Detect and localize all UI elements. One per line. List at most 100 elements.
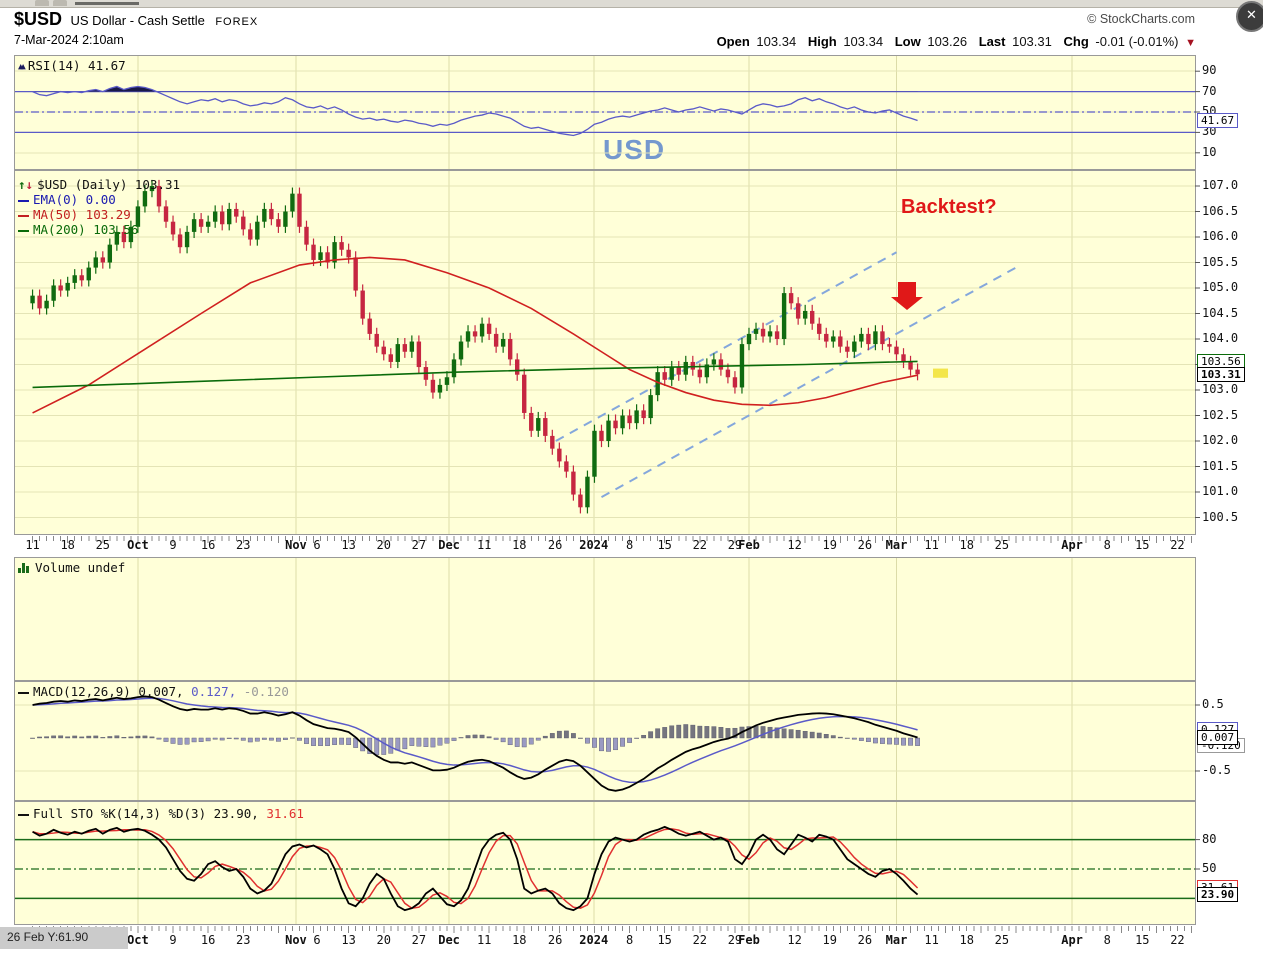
x-axis-label: 11	[924, 538, 939, 552]
macd-panel	[14, 681, 1196, 801]
price-panel	[14, 170, 1196, 535]
x-axis-label: 29	[727, 933, 743, 947]
sto-axis-label: 50	[1202, 861, 1217, 875]
x-axis-label: 26	[547, 933, 563, 947]
x-axis-label: 25	[95, 538, 111, 552]
x-axis-label: 26	[857, 933, 873, 947]
sto-axis-label: 80	[1202, 831, 1217, 846]
price-axis-label: 105.0	[1202, 280, 1239, 294]
x-axis-label: 19	[822, 933, 837, 947]
ma50-legend: MA(50) 103.29	[33, 207, 131, 222]
x-axis-label: 12	[787, 538, 802, 552]
value-callout: 23.90	[1197, 887, 1239, 903]
rsi-legend: ▲▲ RSI(14) 41.67	[18, 58, 126, 73]
open-label: Open	[716, 34, 750, 49]
x-axis-label: 26	[547, 538, 563, 552]
price-axis-label: 106.5	[1202, 203, 1239, 218]
symbol: $USD	[14, 9, 63, 29]
x-axis-label: 19	[822, 538, 837, 552]
chart-title: $USD US Dollar - Cash Settle FOREX	[14, 9, 258, 30]
x-axis-label: 9	[169, 538, 177, 552]
volume-panel	[14, 557, 1196, 681]
x-axis-label: 6	[313, 538, 321, 552]
macd-signal-value: 0.127,	[191, 684, 237, 699]
chg-label: Chg	[1063, 34, 1089, 49]
price-axis-label: 102.5	[1202, 407, 1239, 422]
price-axis-label: 103.0	[1202, 382, 1239, 396]
area-chart-icon: ▲▲	[18, 62, 26, 72]
x-axis-label: 8	[1103, 933, 1111, 947]
chg-down-triangle-icon[interactable]: ▼	[1185, 37, 1196, 49]
x-axis-label: 11	[476, 538, 492, 552]
bar-chart-icon	[18, 561, 30, 576]
x-axis-label: 12	[787, 933, 802, 947]
quote-bar: Open 103.34 High 103.34 Low 103.26 Last …	[709, 34, 1196, 49]
candlestick-icon: ↑↓	[18, 177, 34, 192]
x-axis-label: 27	[411, 933, 427, 947]
x-axis-label: 2024	[579, 933, 609, 947]
x-axis-label: Feb	[738, 933, 760, 947]
rsi-axis-label: 10	[1202, 144, 1217, 159]
sto-name: Full STO %K(14,3) %D(3)	[33, 806, 207, 821]
x-axis-label: 2024	[579, 538, 609, 552]
x-axis-label: 29	[727, 538, 743, 552]
x-axis-label: 15	[657, 538, 672, 552]
macd-hist-value: -0.120	[243, 684, 289, 699]
x-axis-label: 26	[857, 538, 873, 552]
x-axis-label: 18	[60, 538, 75, 552]
close-button[interactable]: ✕	[1236, 1, 1263, 32]
exchange-label: FOREX	[215, 16, 259, 28]
ma200-legend: MA(200) 103.56	[33, 222, 139, 237]
ma200-line-icon	[18, 229, 29, 232]
ema-legend: EMA(0) 0.00	[33, 192, 116, 207]
copyright: © StockCharts.com	[1087, 12, 1195, 26]
ma50-line-icon	[18, 214, 29, 217]
x-axis-label: 22	[1170, 538, 1185, 552]
macd-name: MACD(12,26,9)	[33, 684, 131, 699]
volume-legend-text: Volume undef	[35, 560, 126, 575]
window-chrome	[0, 0, 1263, 8]
price-axis-label: 105.5	[1202, 254, 1239, 269]
price-axis-label: 100.5	[1202, 509, 1239, 524]
price-axis-label: 101.0	[1202, 484, 1239, 498]
x-axis-label: 8	[625, 933, 634, 947]
x-axis-label: 18	[959, 933, 974, 947]
x-axis-label: 18	[512, 538, 527, 552]
x-axis-label: Nov	[285, 538, 307, 552]
sto-d-value: 31.61	[266, 806, 304, 821]
sto-k-value: 23.90,	[213, 806, 259, 821]
high-label: High	[807, 34, 837, 49]
open-value: 103.34	[756, 34, 797, 49]
macd-line-icon	[18, 691, 29, 694]
price-legend: ↑↓ $USD (Daily) 103.31 EMA(0) 0.00 MA(50)…	[18, 177, 180, 237]
x-axis-label: Mar	[885, 933, 908, 947]
macd-legend: MACD(12,26,9) 0.007, 0.127, -0.120	[18, 684, 289, 699]
value-callout: 103.56	[1197, 353, 1245, 369]
x-axis-label: 16	[200, 933, 216, 947]
value-callout: 103.31	[1197, 366, 1245, 382]
x-axis-label: 22	[692, 933, 708, 947]
x-axis-label: 15	[1135, 933, 1150, 947]
macd-axis-label: -0.5	[1202, 763, 1231, 777]
macd-axis-label: 0.5	[1202, 697, 1224, 711]
macd-value: 0.007,	[138, 684, 184, 699]
sto-line-icon	[18, 813, 29, 816]
x-axis-label: 23	[236, 933, 251, 947]
x-axis-label: 13	[341, 538, 356, 552]
x-axis-label: 20	[376, 933, 391, 947]
x-axis-label: Dec	[438, 933, 460, 947]
x-axis-label: 11	[924, 933, 939, 947]
rsi-axis-label: 70	[1202, 83, 1217, 98]
x-axis-label: Apr	[1061, 538, 1083, 552]
price-axis-label: 106.0	[1202, 229, 1239, 243]
x-axis-label: 20	[376, 538, 391, 552]
backtest-annotation: Backtest?	[901, 196, 997, 218]
x-axis-label: 18	[512, 933, 527, 947]
usd-watermark: USD	[603, 134, 666, 165]
x-axis-label: 27	[411, 538, 427, 552]
price-axis-label: 104.5	[1202, 305, 1239, 320]
volume-legend: Volume undef	[18, 560, 125, 576]
x-axis-label: 16	[200, 538, 216, 552]
price-axis-label: 102.0	[1202, 433, 1239, 447]
rsi-legend-text: RSI(14) 41.67	[27, 58, 126, 73]
